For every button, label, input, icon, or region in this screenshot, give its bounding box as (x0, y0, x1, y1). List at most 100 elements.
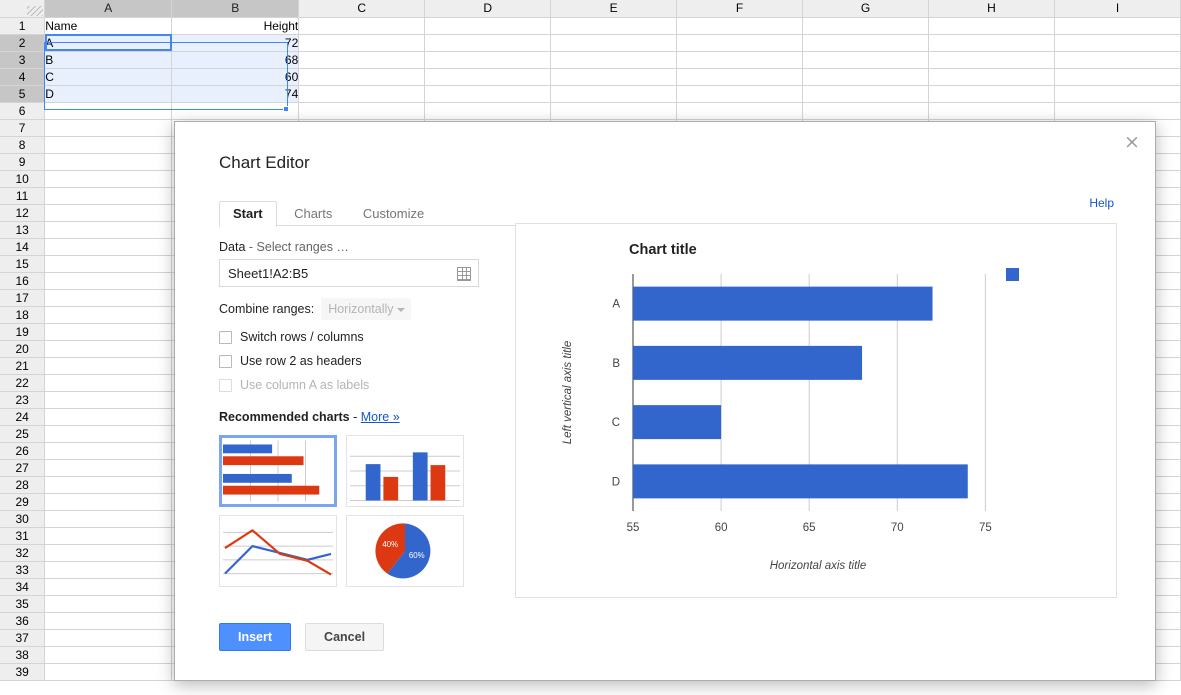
cell-A20[interactable] (44, 340, 173, 358)
cell-A33[interactable] (44, 561, 173, 579)
cell-C6[interactable] (298, 102, 426, 120)
cell-A22[interactable] (44, 374, 173, 392)
row-header-22[interactable]: 22 (0, 374, 46, 392)
row-header-4[interactable]: 4 (0, 68, 46, 86)
column-header-c[interactable]: C (298, 0, 426, 18)
cell-G2[interactable] (802, 34, 930, 52)
cell-I1[interactable] (1054, 17, 1181, 35)
row-header-39[interactable]: 39 (0, 663, 46, 681)
cell-H3[interactable] (928, 51, 1055, 69)
cell-A25[interactable] (44, 425, 173, 443)
row-header-2[interactable]: 2 (0, 34, 46, 52)
column-header-i[interactable]: I (1054, 0, 1181, 18)
row-header-15[interactable]: 15 (0, 255, 46, 273)
cell-A7[interactable] (44, 119, 173, 137)
checkbox-switch-rows-columns[interactable]: Switch rows / columns (219, 330, 499, 344)
data-range-input[interactable]: Sheet1!A2:B5 (219, 259, 479, 287)
column-header-e[interactable]: E (550, 0, 678, 18)
row-header-18[interactable]: 18 (0, 306, 46, 324)
cell-A16[interactable] (44, 272, 173, 290)
row-header-37[interactable]: 37 (0, 629, 46, 647)
cell-I5[interactable] (1054, 85, 1181, 103)
cell-H2[interactable] (928, 34, 1055, 52)
row-header-30[interactable]: 30 (0, 510, 46, 528)
cell-C1[interactable] (298, 17, 426, 35)
cell-A29[interactable] (44, 493, 173, 511)
cell-D5[interactable] (424, 85, 552, 103)
row-header-19[interactable]: 19 (0, 323, 46, 341)
cell-A21[interactable] (44, 357, 173, 375)
tab-customize[interactable]: Customize (362, 206, 425, 221)
cell-A38[interactable] (44, 646, 173, 664)
cell-A28[interactable] (44, 476, 173, 494)
close-icon[interactable]: × (1124, 131, 1140, 153)
cell-A1[interactable]: Name (44, 17, 173, 35)
cell-G5[interactable] (802, 85, 930, 103)
row-header-34[interactable]: 34 (0, 578, 46, 596)
cell-F2[interactable] (676, 34, 804, 52)
combine-ranges-select[interactable]: Horizontally (321, 298, 411, 320)
legend-marker[interactable] (1006, 268, 1019, 281)
cell-D1[interactable] (424, 17, 552, 35)
row-header-36[interactable]: 36 (0, 612, 46, 630)
cell-A14[interactable] (44, 238, 173, 256)
row-header-21[interactable]: 21 (0, 357, 46, 375)
checkbox-icon[interactable] (219, 330, 232, 344)
row-header-11[interactable]: 11 (0, 187, 46, 205)
thumbnail-column-chart[interactable] (346, 435, 464, 507)
cell-A36[interactable] (44, 612, 173, 630)
cell-A37[interactable] (44, 629, 173, 647)
cell-I2[interactable] (1054, 34, 1181, 52)
column-header-d[interactable]: D (424, 0, 552, 18)
cell-E5[interactable] (550, 85, 678, 103)
cell-A30[interactable] (44, 510, 173, 528)
row-header-31[interactable]: 31 (0, 527, 46, 545)
cell-C4[interactable] (298, 68, 426, 86)
cell-A9[interactable] (44, 153, 173, 171)
cell-A12[interactable] (44, 204, 173, 222)
row-header-35[interactable]: 35 (0, 595, 46, 613)
cell-B3[interactable]: 68 (171, 51, 300, 69)
row-header-9[interactable]: 9 (0, 153, 46, 171)
cell-G1[interactable] (802, 17, 930, 35)
row-header-16[interactable]: 16 (0, 272, 46, 290)
cell-A10[interactable] (44, 170, 173, 188)
cell-A4[interactable]: C (44, 68, 173, 86)
cell-B2[interactable]: 72 (171, 34, 300, 52)
cell-G3[interactable] (802, 51, 930, 69)
cell-A19[interactable] (44, 323, 173, 341)
grid-picker-icon[interactable] (457, 267, 471, 281)
cell-A24[interactable] (44, 408, 173, 426)
bar-A[interactable] (633, 286, 933, 321)
column-header-f[interactable]: F (676, 0, 804, 18)
cell-A17[interactable] (44, 289, 173, 307)
column-header-h[interactable]: H (928, 0, 1055, 18)
cell-C5[interactable] (298, 85, 426, 103)
checkbox-use-row-as-headers[interactable]: Use row 2 as headers (219, 354, 499, 368)
row-header-23[interactable]: 23 (0, 391, 46, 409)
cell-B1[interactable]: Height (171, 17, 300, 35)
cell-A32[interactable] (44, 544, 173, 562)
thumbnail-line-chart[interactable] (219, 515, 337, 587)
row-header-25[interactable]: 25 (0, 425, 46, 443)
cell-D2[interactable] (424, 34, 552, 52)
cell-A31[interactable] (44, 527, 173, 545)
cell-F5[interactable] (676, 85, 804, 103)
row-header-24[interactable]: 24 (0, 408, 46, 426)
cell-F6[interactable] (676, 102, 804, 120)
cell-A15[interactable] (44, 255, 173, 273)
cell-I4[interactable] (1054, 68, 1181, 86)
cell-A27[interactable] (44, 459, 173, 477)
cell-F3[interactable] (676, 51, 804, 69)
column-header-b[interactable]: B (171, 0, 300, 18)
checkbox-icon[interactable] (219, 354, 232, 368)
row-header-17[interactable]: 17 (0, 289, 46, 307)
row-header-32[interactable]: 32 (0, 544, 46, 562)
thumbnail-bar-chart[interactable] (219, 435, 337, 507)
cell-I6[interactable] (1054, 102, 1181, 120)
cell-A39[interactable] (44, 663, 173, 681)
cancel-button[interactable]: Cancel (305, 623, 385, 651)
cell-A8[interactable] (44, 136, 173, 154)
bar-B[interactable] (633, 345, 863, 380)
thumbnail-pie-chart[interactable]: 40% 60% (346, 515, 464, 587)
